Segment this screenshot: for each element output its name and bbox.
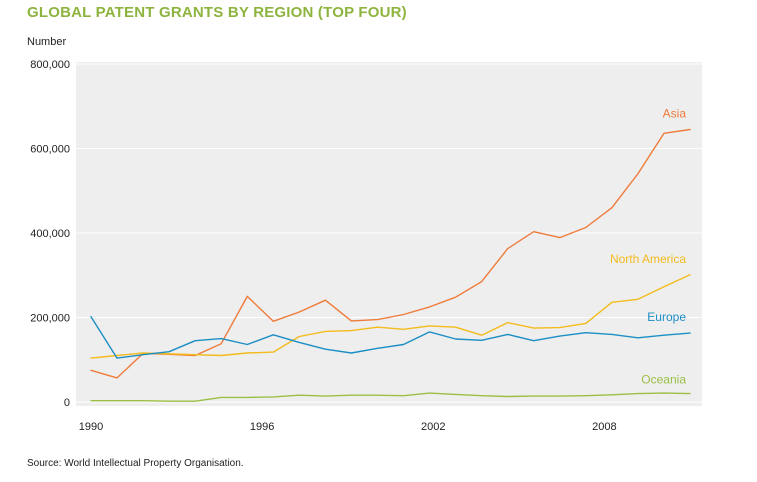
x-tick-label: 1996 <box>250 421 274 433</box>
series-label-asia: Asia <box>663 106 687 120</box>
source-note: Source: World Intellectual Property Orga… <box>27 458 244 469</box>
y-tick-label: 200,000 <box>30 313 70 325</box>
plot-background <box>76 62 702 406</box>
series-line-asia <box>90 128 691 379</box>
y-tick-label: 400,000 <box>30 228 70 240</box>
x-tick-label: 2008 <box>592 421 616 433</box>
series-line-oceania <box>90 392 691 402</box>
series-label-north-america: North America <box>610 252 686 266</box>
y-axis-label: Number <box>27 36 67 48</box>
series-line-north-america <box>90 274 691 359</box>
x-tick-label: 2002 <box>421 421 445 433</box>
series-line-europe <box>90 316 691 359</box>
chart-title: GLOBAL PATENT GRANTS BY REGION (TOP FOUR… <box>27 4 407 21</box>
y-tick-label: 600,000 <box>30 144 70 156</box>
series-label-europe: Europe <box>647 310 686 324</box>
x-tick-label: 1990 <box>79 421 103 433</box>
y-tick-label: 800,000 <box>30 59 70 71</box>
series-label-oceania: Oceania <box>641 373 686 387</box>
y-tick-label: 0 <box>64 397 70 409</box>
